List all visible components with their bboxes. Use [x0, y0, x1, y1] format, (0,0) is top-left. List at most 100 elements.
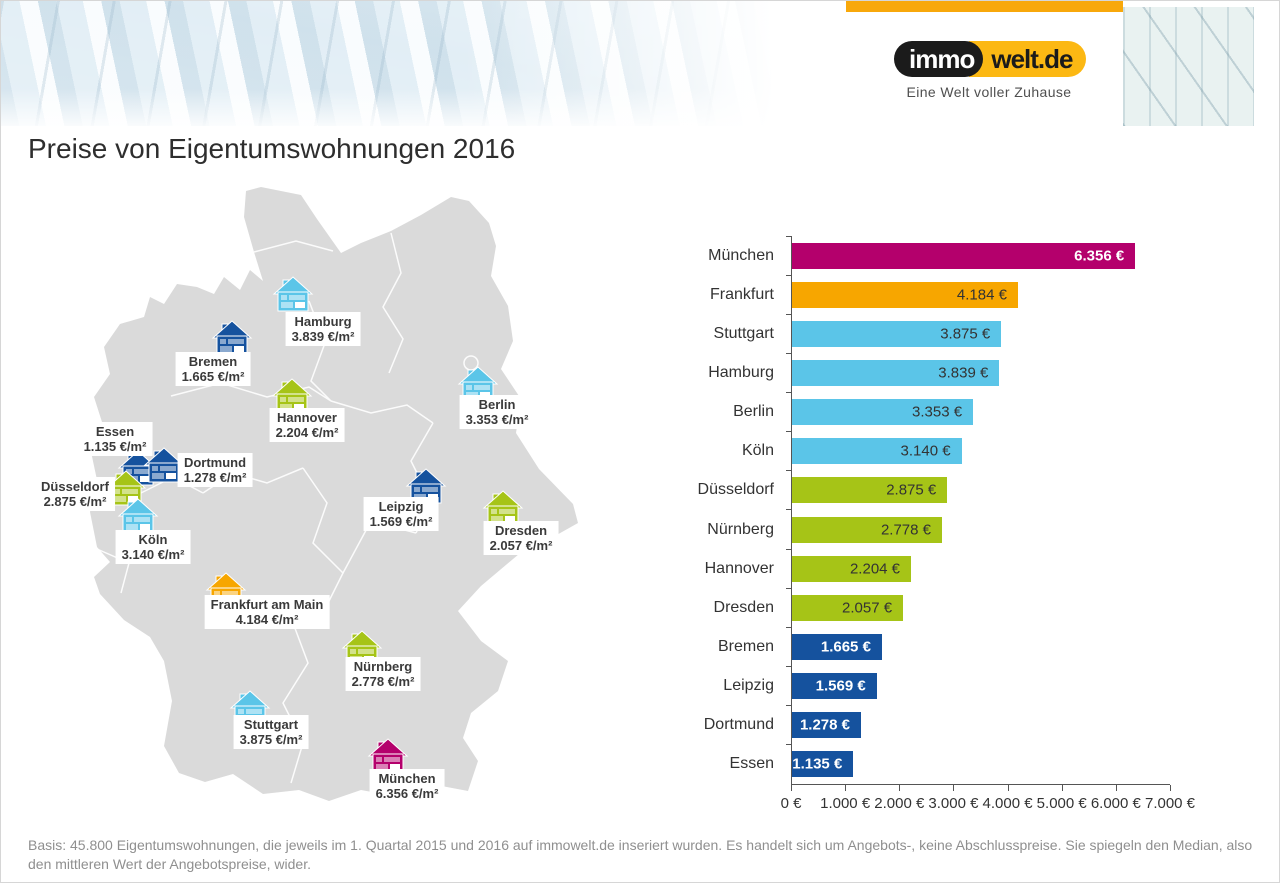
- x-axis-tick: [1007, 785, 1009, 791]
- bar-value-label: 2.204 €: [849, 560, 901, 578]
- bar-value-label: 4.184 €: [956, 286, 1007, 304]
- bar-value-label: 1.569 €: [815, 677, 866, 695]
- map-label-essen: Essen 1.135 €/m²: [77, 422, 153, 456]
- bar-track: 1.278 €: [786, 705, 1170, 745]
- map-marker-hamburg: [273, 276, 313, 313]
- bar-row: Nürnberg 2.778 €: [681, 509, 1170, 550]
- bar-value-label: 1.135 €: [792, 755, 843, 773]
- map-label-frankfurt: Frankfurt am Main 4.184 €/m²: [204, 595, 330, 629]
- map-label-berlin: Berlin 3.353 €/m²: [459, 395, 535, 429]
- bar-row: Bremen 1.665 €: [681, 626, 1170, 667]
- x-axis-tick-label: 5.000 €: [1036, 795, 1087, 812]
- bar-value-label: 1.665 €: [820, 638, 871, 656]
- bar-value-label: 1.278 €: [799, 716, 850, 734]
- bar-row: Köln 3.140 €: [681, 431, 1170, 471]
- bar: 3.353 €: [792, 399, 974, 426]
- bar-category-label: Stuttgart: [713, 324, 774, 342]
- x-axis-tick-label: 2.000 €: [874, 795, 925, 812]
- page-title: Preise von Eigentumswohnungen 2016: [28, 133, 516, 164]
- germany-map: Hamburg 3.839 €/m² Bremen 1.665 €/m² Berli…: [35, 181, 601, 831]
- map-label-nuernberg: Nürnberg 2.778 €/m²: [345, 657, 421, 691]
- header-yellow-bar: [846, 1, 1123, 12]
- x-axis-tick-label: 0 €: [780, 795, 802, 812]
- bar: 1.135 €: [792, 751, 854, 778]
- map-label-muenchen: München 6.356 €/m²: [369, 769, 445, 803]
- logo-part-immo: immo: [894, 41, 984, 77]
- bar-row: Hamburg 3.839 €: [681, 352, 1170, 393]
- footer-note: Basis: 45.800 Eigentumswohnungen, die je…: [28, 837, 1253, 872]
- bar-value-label: 3.353 €: [912, 403, 963, 421]
- x-axis-tick: [1115, 785, 1117, 791]
- bar-row: Düsseldorf 2.875 €: [681, 470, 1170, 510]
- bar-track: 2.204 €: [786, 548, 1170, 589]
- bar: 3.839 €: [792, 359, 1000, 386]
- bar: 2.778 €: [792, 516, 942, 543]
- bar: 4.184 €: [792, 281, 1018, 308]
- bar-category-label: Hannover: [704, 559, 774, 577]
- logo-tagline: Eine Welt voller Zuhause: [906, 84, 1072, 100]
- bar-track: 3.875 €: [786, 313, 1170, 354]
- bar-value-label: 3.140 €: [900, 442, 951, 460]
- price-bar-chart: München 6.356 € Frankfurt 4.184 € Stuttgart 3…: [681, 235, 1195, 817]
- bar-value-label: 3.839 €: [938, 364, 989, 382]
- x-axis-tick-label: 4.000 €: [982, 795, 1033, 812]
- bar-row: Dresden 2.057 €: [681, 587, 1170, 628]
- map-label-koeln: Köln 3.140 €/m²: [115, 530, 191, 564]
- header-photo-left: [1, 1, 841, 126]
- bar-category-label: Nürnberg: [707, 520, 774, 538]
- map-label-duesseldorf: Düsseldorf 2.875 €/m²: [35, 477, 115, 511]
- bar-category-label: Frankfurt: [709, 285, 774, 303]
- house-icon: [273, 276, 313, 312]
- logo-part-welt: welt.de: [969, 41, 1087, 77]
- bar-category-label: Dresden: [713, 598, 774, 616]
- bar-track: 1.135 €: [786, 744, 1170, 784]
- bar-track: 2.778 €: [786, 509, 1170, 550]
- bar-value-label: 6.356 €: [1074, 247, 1125, 265]
- x-axis-tick: [1061, 785, 1063, 791]
- bar-category-label: Köln: [741, 442, 774, 460]
- x-axis-tick: [1170, 785, 1171, 791]
- bar: 1.665 €: [792, 633, 882, 660]
- bar-category-label: Berlin: [733, 403, 774, 421]
- bar-value-label: 3.875 €: [940, 325, 991, 343]
- bar-track: 1.665 €: [786, 626, 1170, 667]
- bar-row: Leipzig 1.569 €: [681, 666, 1170, 706]
- bar: 1.569 €: [792, 673, 877, 700]
- map-label-hannover: Hannover 2.204 €/m²: [269, 408, 345, 442]
- bar: 1.278 €: [792, 712, 861, 739]
- bar-track: 2.875 €: [786, 470, 1170, 510]
- bar-row: Stuttgart 3.875 €: [681, 313, 1170, 354]
- bar-track: 3.353 €: [786, 392, 1170, 432]
- bar-row: Hannover 2.204 €: [681, 548, 1170, 589]
- map-label-stuttgart: Stuttgart 3.875 €/m²: [233, 715, 309, 749]
- bar-row: Dortmund 1.278 €: [681, 705, 1170, 745]
- map-label-hamburg: Hamburg 3.839 €/m²: [285, 312, 361, 346]
- bar-value-label: 2.875 €: [886, 481, 937, 499]
- bar-category-label: Essen: [729, 755, 774, 773]
- immowelt-logo: immo welt.de Eine Welt voller Zuhause: [894, 41, 1087, 100]
- bar: 2.875 €: [792, 477, 948, 504]
- x-axis-tick: [953, 785, 955, 791]
- bar: 3.875 €: [792, 320, 1002, 347]
- header-photo-right: [1123, 7, 1254, 126]
- x-axis-tick-label: 7.000 €: [1144, 795, 1196, 812]
- x-axis-tick: [845, 785, 847, 791]
- chart-rows: München 6.356 € Frankfurt 4.184 € Stuttgart 3…: [681, 235, 1170, 784]
- bar: 2.204 €: [792, 555, 912, 582]
- x-axis-tick-label: 3.000 €: [928, 795, 979, 812]
- x-axis-tick: [899, 785, 901, 791]
- bar-track: 4.184 €: [786, 274, 1170, 315]
- bar: 2.057 €: [792, 594, 904, 621]
- bar-track: 2.057 €: [786, 587, 1170, 628]
- bar-value-label: 2.057 €: [842, 599, 893, 617]
- map-label-dortmund: Dortmund 1.278 €/m²: [177, 453, 253, 487]
- bar-value-label: 2.778 €: [880, 521, 931, 539]
- bar-category-label: Dortmund: [703, 716, 774, 734]
- bar-track: 1.569 €: [786, 666, 1170, 706]
- logo-pill: immo welt.de: [894, 41, 1087, 77]
- bar: 6.356 €: [792, 242, 1136, 269]
- bar-category-label: Hamburg: [708, 363, 774, 381]
- map-label-dresden: Dresden 2.057 €/m²: [483, 521, 559, 555]
- x-axis-tick-label: 6.000 €: [1090, 795, 1141, 812]
- bar-row: Berlin 3.353 €: [681, 392, 1170, 432]
